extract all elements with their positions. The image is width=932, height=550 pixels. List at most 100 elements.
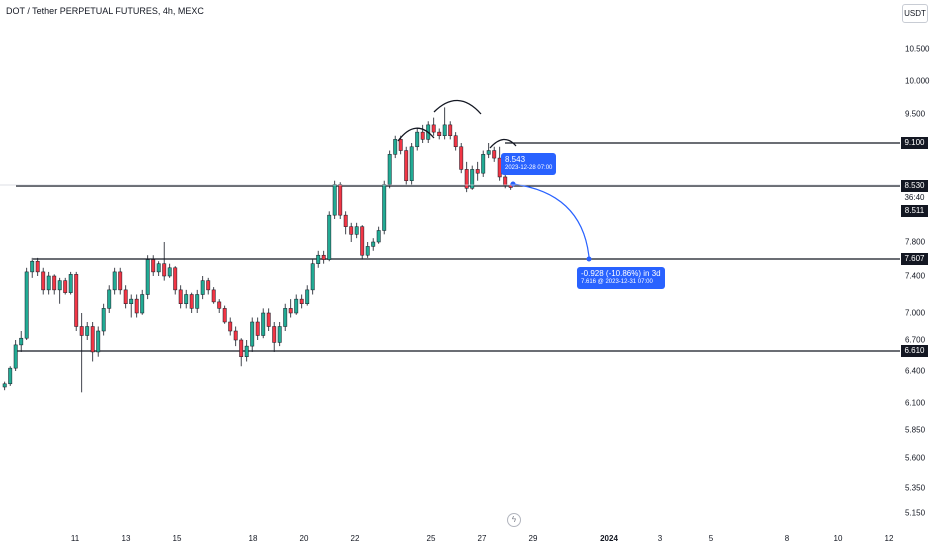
candle — [13, 340, 18, 371]
x-tick-label: 12 — [884, 534, 894, 543]
price-point-tooltip[interactable]: 8.543 2023-12-28 07:00 — [501, 153, 557, 175]
candle — [162, 242, 167, 281]
candle-body — [145, 259, 150, 295]
x-tick-label: 22 — [350, 534, 360, 543]
candle-body — [101, 308, 106, 332]
y-tick-label: 9.500 — [905, 109, 926, 119]
y-tick-label: 7.400 — [905, 271, 926, 281]
candle-body — [448, 124, 453, 136]
candle — [283, 303, 288, 331]
countdown-label: 36:40 — [901, 192, 928, 204]
candle-body — [343, 214, 348, 227]
candle-body — [354, 226, 359, 235]
candle — [442, 107, 447, 140]
x-tick-label: 27 — [477, 534, 487, 543]
candle-body — [2, 383, 7, 388]
candle-body — [387, 154, 392, 185]
candle-body — [200, 280, 205, 295]
candle — [475, 161, 480, 181]
candle — [19, 331, 24, 352]
candle — [371, 238, 376, 251]
candle — [459, 143, 464, 174]
x-tick-label: 5 — [708, 534, 714, 543]
right-shoulder-arc — [489, 138, 517, 149]
projection-start-point — [510, 181, 516, 187]
candle — [184, 289, 189, 309]
candle-body — [255, 321, 260, 336]
candle — [35, 257, 40, 276]
candle-body — [233, 330, 238, 341]
candle-body — [140, 294, 145, 314]
candle — [415, 128, 420, 151]
candle-body — [123, 289, 128, 304]
lightning-icon[interactable]: ϟ — [507, 513, 521, 527]
candle-body — [442, 124, 447, 136]
candle-body — [96, 330, 101, 353]
candle-body — [162, 263, 167, 277]
x-tick-label: 3 — [657, 534, 663, 543]
candle — [129, 294, 134, 318]
candle — [79, 313, 84, 393]
candle — [387, 150, 392, 189]
candle-body — [294, 298, 299, 314]
x-tick-label: 13 — [121, 534, 131, 543]
candle — [354, 222, 359, 239]
candle-body — [211, 289, 216, 303]
candle-body — [24, 271, 29, 339]
candle — [299, 294, 304, 309]
candle — [134, 294, 139, 318]
candle — [470, 165, 475, 190]
candle — [288, 299, 293, 318]
y-tick-label: 5.150 — [905, 508, 926, 518]
candle — [398, 135, 403, 155]
projection-curve — [512, 183, 590, 258]
candle-body — [74, 274, 79, 327]
candle — [321, 250, 326, 264]
candle-body — [327, 214, 332, 260]
projection-tooltip[interactable]: -0.928 (-10.86%) in 3d 7.616 @ 2023-12-3… — [577, 267, 665, 289]
y-tick-label: 7.800 — [905, 237, 926, 247]
price-level-badge: 9.100 — [901, 137, 928, 149]
candle-body — [503, 176, 508, 186]
candle-body — [217, 301, 222, 309]
projection-end-point — [586, 256, 592, 262]
currency-button[interactable]: USDT — [902, 4, 928, 23]
candle-body — [206, 280, 211, 291]
candle-body — [420, 131, 425, 140]
candle-body — [167, 267, 172, 277]
candle — [409, 143, 414, 185]
candle-body — [288, 308, 293, 314]
candle-body — [46, 275, 51, 291]
price-level-badge: 8.530 — [901, 180, 928, 192]
candle — [382, 180, 387, 235]
candle — [178, 285, 183, 309]
candle — [200, 276, 205, 300]
candle — [360, 225, 365, 260]
candle — [332, 180, 337, 219]
candle-body — [321, 254, 326, 260]
candle-body — [277, 326, 282, 343]
candle — [365, 242, 370, 258]
candle-body — [283, 308, 288, 327]
candle — [206, 277, 211, 295]
candle-body — [371, 241, 376, 247]
y-tick-label: 7.000 — [905, 308, 926, 318]
candle — [24, 267, 29, 340]
candle — [118, 267, 123, 295]
candle-body — [431, 124, 436, 133]
candle — [453, 132, 458, 151]
candle — [261, 308, 266, 339]
candle — [481, 150, 486, 177]
candle-body — [404, 150, 409, 181]
candle-body — [244, 345, 249, 357]
candle — [30, 257, 35, 278]
candle-body — [382, 184, 387, 231]
candle-body — [173, 267, 178, 291]
candle-body — [151, 259, 156, 273]
candle-body — [112, 271, 117, 291]
x-tick-label: 11 — [70, 534, 80, 543]
candle — [173, 266, 178, 295]
candle — [244, 340, 249, 362]
tooltip-price: 8.543 — [505, 155, 526, 164]
